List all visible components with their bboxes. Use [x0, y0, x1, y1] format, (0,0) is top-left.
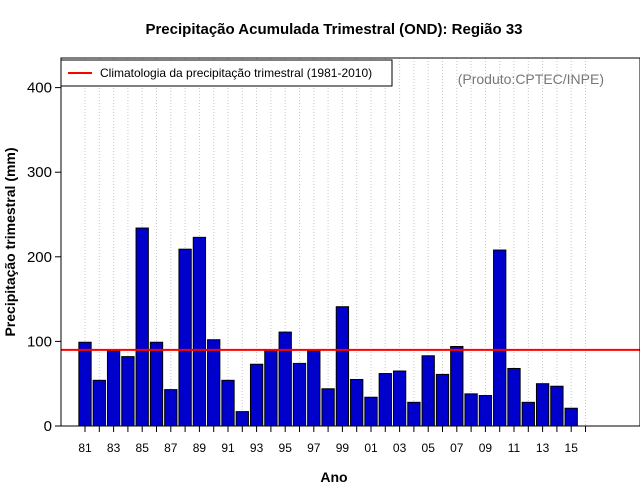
x-tick-label: 93 — [250, 441, 264, 455]
y-tick-label: 300 — [27, 164, 52, 181]
x-tick-label: 81 — [78, 441, 92, 455]
bar-13 — [535, 383, 550, 427]
bar-11 — [507, 367, 521, 427]
bar-04 — [407, 401, 421, 427]
bar-99 — [335, 306, 350, 427]
bar-15 — [564, 407, 578, 427]
x-tick-label: 91 — [221, 441, 235, 455]
y-axis: 0 100 200 300 400 — [27, 80, 61, 435]
bar-05 — [421, 355, 435, 427]
bar-83 — [106, 350, 121, 427]
x-tick-label: 99 — [336, 441, 350, 455]
bar-01 — [364, 396, 378, 427]
bar-07 — [450, 345, 464, 427]
x-tick-label: 01 — [364, 441, 378, 455]
bar-02 — [378, 373, 392, 427]
x-axis: 81 83 85 87 89 91 93 95 97 99 01 03 05 07 09 11 13 15 — [78, 425, 586, 455]
bar-08 — [464, 393, 478, 427]
bar-88 — [178, 248, 192, 427]
y-tick-label: 400 — [27, 80, 52, 97]
bar-97 — [307, 350, 321, 427]
x-tick-label: 97 — [307, 441, 321, 455]
x-tick-label: 07 — [450, 441, 464, 455]
x-axis-label: Ano — [320, 469, 347, 485]
bar-96 — [292, 362, 307, 427]
bar-85 — [135, 227, 149, 427]
bar-06 — [435, 373, 450, 427]
bar-91 — [221, 379, 235, 427]
chart-title: Precipitação Acumulada Trimestral (OND):… — [145, 21, 522, 38]
bar-95 — [278, 331, 292, 427]
bar-98 — [321, 388, 335, 427]
bar-10 — [493, 249, 507, 427]
bars — [78, 227, 578, 427]
bar-94 — [264, 349, 278, 427]
x-tick-label: 85 — [136, 441, 150, 455]
bar-81 — [78, 341, 92, 427]
y-tick-label: 200 — [27, 249, 52, 266]
bar-89 — [192, 236, 207, 427]
x-tick-label: 03 — [393, 441, 407, 455]
bar-00 — [350, 378, 364, 427]
bar-90 — [207, 339, 221, 427]
x-tick-label: 15 — [565, 441, 579, 455]
bar-82 — [92, 379, 106, 427]
bar-87 — [164, 389, 178, 427]
y-tick-label: 0 — [44, 418, 52, 435]
y-tick-label: 100 — [27, 333, 52, 350]
bar-12 — [521, 401, 535, 427]
bar-14 — [550, 385, 564, 427]
bar-86 — [149, 341, 164, 427]
bar-93 — [249, 363, 264, 427]
x-tick-label: 83 — [107, 441, 121, 455]
legend: Climatologia da precipitação trimestral … — [60, 59, 393, 87]
x-tick-label: 11 — [508, 441, 521, 455]
x-tick-label: 13 — [536, 441, 550, 455]
x-tick-label: 87 — [164, 441, 178, 455]
x-tick-label: 89 — [193, 441, 207, 455]
y-axis-label: Precipitação trimestral (mm) — [2, 147, 18, 336]
bar-84 — [121, 356, 135, 427]
bar-03 — [392, 370, 407, 427]
legend-label: Climatologia da precipitação trimestral … — [100, 66, 372, 80]
x-tick-label: 95 — [279, 441, 293, 455]
x-tick-label: 05 — [422, 441, 436, 455]
bar-09 — [478, 395, 493, 427]
bar-92 — [235, 411, 249, 427]
credit-text: (Produto:CPTEC/INPE) — [458, 71, 604, 87]
x-tick-label: 09 — [479, 441, 493, 455]
legend-box — [60, 59, 393, 87]
